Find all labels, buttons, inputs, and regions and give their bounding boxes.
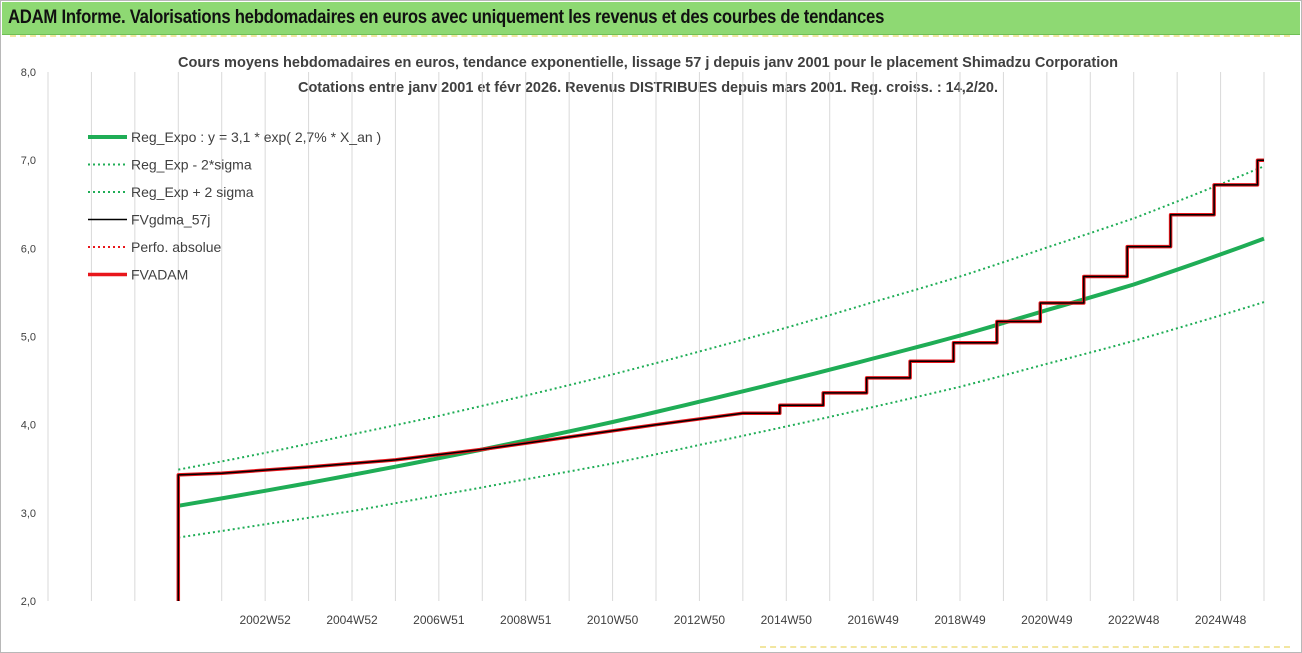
x-tick-label: 2008W51 <box>500 613 552 627</box>
x-tick-label: 2006W51 <box>413 613 465 627</box>
chart-title: Cours moyens hebdomadaires en euros, ten… <box>178 54 1118 71</box>
series-line-fvadam <box>176 158 1264 601</box>
x-tick-label: 2020W49 <box>1021 613 1073 627</box>
x-tick-label: 2002W52 <box>239 613 291 627</box>
legend: Reg_Expo : y = 3,1 * exp( 2,7% * X_an ) R… <box>88 129 381 283</box>
legend-label: Reg_Exp + 2 sigma <box>131 184 254 200</box>
y-tick-label: 5,0 <box>21 332 36 344</box>
x-tick-label: 2010W50 <box>587 613 639 627</box>
y-tick-label: 8,0 <box>21 67 36 79</box>
y-tick-label: 2,0 <box>21 596 36 608</box>
legend-label: Reg_Exp - 2*sigma <box>131 157 252 173</box>
series-line-fvgdma-57j <box>177 159 1264 601</box>
x-tick-label: 2016W49 <box>847 613 899 627</box>
series-line-reg-exp <box>178 301 1265 539</box>
x-tick-label: 2014W50 <box>761 613 813 627</box>
legend-label: Reg_Expo : y = 3,1 * exp( 2,7% * X_an ) <box>131 129 381 145</box>
window-title: ADAM Informe. Valorisations hebdomadaire… <box>8 7 885 28</box>
x-tick-label: 2004W52 <box>326 613 378 627</box>
x-tick-label: 2012W50 <box>674 613 726 627</box>
series-line-reg-expo <box>177 236 1265 508</box>
y-tick-label: 6,0 <box>21 243 36 255</box>
series-layer <box>176 158 1265 601</box>
x-tick-label: 2022W48 <box>1108 613 1160 627</box>
legend-label: Perfo. absolue <box>131 239 221 255</box>
y-tick-label: 3,0 <box>21 508 36 520</box>
y-tick-label: 4,0 <box>21 420 36 432</box>
x-tick-label: 2024W48 <box>1195 613 1247 627</box>
axis-layer: 2,0 3,0 4,0 5,0 6,0 7,0 8,0 2002W52 2004W52 2006W… <box>21 67 1247 627</box>
chart-frame-bottom-border <box>760 646 1290 648</box>
title-bar: ADAM Informe. Valorisations hebdomadaire… <box>2 2 1300 35</box>
x-tick-label: 2018W49 <box>934 613 986 627</box>
chart-frame-top-border <box>10 35 1290 37</box>
grid-layer <box>47 72 1265 601</box>
series-line-reg-exp <box>178 165 1265 471</box>
legend-label: FVgdma_57j <box>131 212 210 228</box>
series-line-perfo- <box>177 159 1264 601</box>
legend-label: FVADAM <box>131 267 188 283</box>
chart-subtitle: Cotations entre janv 2001 et févr 2026. … <box>298 79 998 96</box>
y-tick-label: 7,0 <box>21 155 36 167</box>
